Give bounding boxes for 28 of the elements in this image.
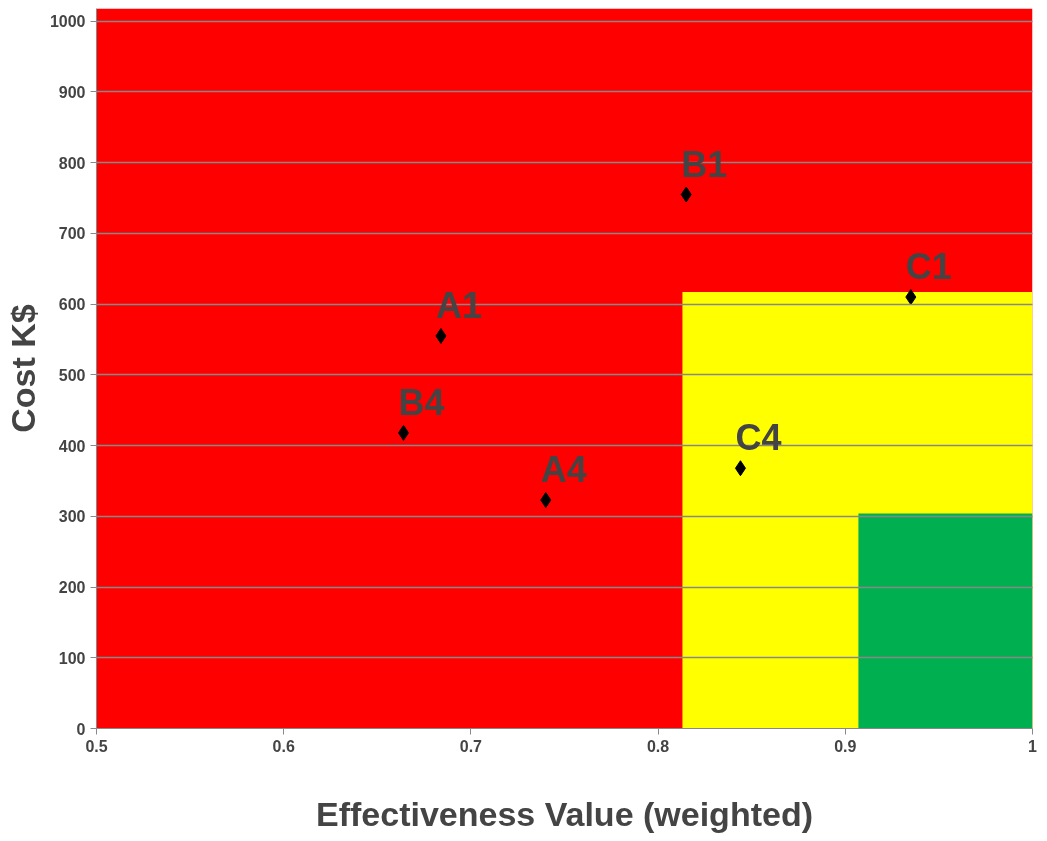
y-tick-label: 200	[58, 579, 86, 597]
annotation: A4	[540, 449, 587, 491]
x-tick-label: 0.7	[459, 737, 483, 755]
y-tick-label: 600	[58, 296, 86, 314]
y-tick-label: 1000	[49, 13, 86, 31]
y-tick-label: 0	[76, 720, 86, 738]
y-tick-label: 900	[58, 83, 86, 101]
point	[398, 424, 410, 441]
point	[540, 492, 552, 509]
point	[680, 186, 692, 203]
x-tick-label: 0.8	[646, 737, 670, 755]
y-tick-label: 800	[58, 154, 86, 172]
x-tick-label: 0.5	[85, 737, 108, 755]
point	[435, 327, 447, 344]
x-tick-label: 0.6	[272, 737, 295, 755]
y-tick-label: 500	[58, 366, 86, 384]
y-tick-label: 700	[58, 225, 86, 243]
point	[734, 460, 746, 477]
x-axis-title: Effectiveness Value (weighted)	[316, 794, 813, 833]
x-tick-label: 0.9	[834, 737, 857, 755]
y-tick-label: 300	[58, 508, 86, 526]
y-tick-label: 400	[58, 437, 86, 455]
point	[905, 289, 917, 306]
y-axis-title: Cost K$	[3, 304, 42, 433]
annotation: B4	[398, 381, 445, 423]
x-tick-label: 1	[1028, 737, 1038, 755]
y-tick-label: 100	[58, 649, 86, 667]
annotation: C1	[905, 246, 952, 288]
